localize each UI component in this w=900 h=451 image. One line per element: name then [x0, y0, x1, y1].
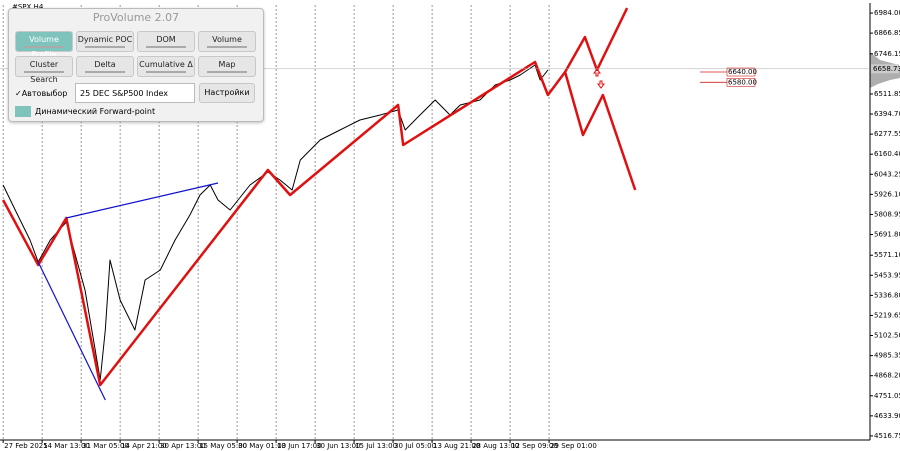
provolume-panel: ProVolume 2.07 Volume Profile Dynamic PO… [8, 8, 264, 122]
y-tick-label: 4633.90 [874, 412, 900, 420]
button[interactable]: Volume [198, 31, 256, 52]
y-tick-label: 5571.10 [874, 251, 900, 259]
button[interactable]: Dynamic POC [76, 31, 134, 52]
series-line [37, 261, 106, 401]
y-tick-label: 4868.20 [874, 372, 900, 380]
x-tick-label: 14 Mar 13:00 [43, 442, 90, 450]
y-tick-label: 5336.80 [874, 291, 900, 299]
symbol: #SPX,H4 [12, 3, 44, 11]
y-tick-label: 6984.00 [874, 9, 900, 17]
settings-button[interactable]: Настройки [199, 83, 255, 103]
x-tick-label: 14 Apr 21:00 [121, 442, 167, 450]
x-tick-label: 30 Apr 13:00 [160, 442, 206, 450]
x-tick-label: 27 Feb 2025 [4, 442, 48, 450]
forward-point[interactable]: Динамический Forward-point [35, 107, 156, 116]
x-tick-label: 29 Sep 01:00 [550, 442, 597, 450]
button[interactable]: Map [198, 56, 256, 77]
button[interactable]: Delta [76, 56, 134, 77]
level-box [726, 77, 756, 87]
current-price-label: 6658.73 [873, 65, 900, 73]
series-line [66, 182, 219, 219]
checkbox-label: Автовыбор [21, 89, 68, 98]
y-tick-label: 4516.75 [874, 432, 900, 440]
x-tick-label: 15 May 05:00 [199, 442, 247, 450]
series-line [563, 71, 637, 191]
level-label: 6640.00 [728, 68, 757, 76]
y-tick-label: 4985.35 [874, 352, 900, 360]
x-tick-label: 12 Sep 09:00 [511, 442, 558, 450]
button[interactable]: Cluster Search [15, 56, 73, 84]
x-tick-label: 13 Jun 17:00 [277, 442, 321, 450]
current-price-box [871, 64, 899, 74]
y-tick-label: 6277.55 [874, 130, 900, 138]
x-tick-label: 15 Jul 13:00 [355, 442, 397, 450]
y-tick-label: 5926.10 [874, 190, 900, 198]
checkbox[interactable]: ✓Автовыбор [15, 89, 68, 98]
y-tick-label: 5691.80 [874, 231, 900, 239]
arrow-down [597, 80, 605, 89]
level-box [726, 67, 756, 77]
swatch [15, 106, 31, 117]
y-tick-label: 6394.70 [874, 110, 900, 118]
series-line [2, 7, 629, 387]
button[interactable]: DOM [137, 31, 195, 52]
y-tick-label: 6511.85 [874, 90, 900, 98]
x-tick-label: 13 Aug 21:00 [433, 442, 480, 450]
panel-title: ProVolume 2.07 [92, 11, 180, 24]
y-tick-label: 5808.95 [874, 210, 900, 218]
y-tick-label: 5102.50 [874, 332, 900, 340]
y-tick-label: 4751.05 [874, 392, 900, 400]
x-tick-label: 28 Aug 13:00 [472, 442, 519, 450]
y-tick-label: 5453.95 [874, 271, 900, 279]
x-tick-label: 30 May 01:00 [238, 442, 286, 450]
y-tick-label: 6043.25 [874, 170, 900, 178]
level-label: 6580.00 [728, 78, 757, 86]
instrument-select[interactable]: 25 DEC S&P500 Index [75, 83, 195, 103]
x-tick-label: 31 Mar 05:00 [82, 442, 129, 450]
y-tick-label: 6866.85 [874, 29, 900, 37]
button[interactable]: Volume Profile [15, 31, 73, 59]
y-tick-label: 6746.15 [874, 50, 900, 58]
x-tick-label: 30 Jun 13:00 [316, 442, 360, 450]
button[interactable]: Cumulative Δ [137, 56, 195, 77]
y-tick-label: 5219.65 [874, 311, 900, 319]
series-line [2, 64, 549, 381]
y-tick-label: 6160.40 [874, 150, 900, 158]
x-tick-label: 30 Jul 05:00 [394, 442, 436, 450]
